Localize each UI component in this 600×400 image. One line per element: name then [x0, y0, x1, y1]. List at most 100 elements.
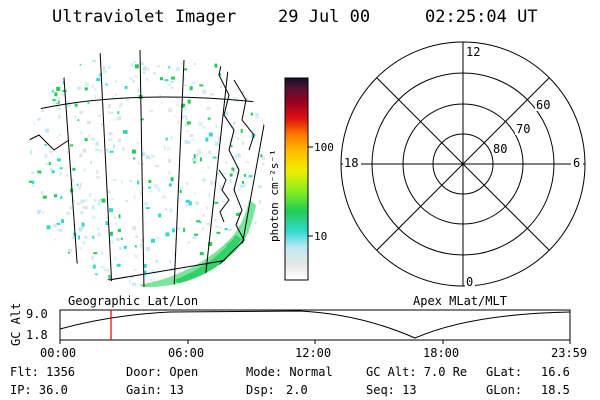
emission-pixel [245, 176, 250, 179]
colorbar: 100 10 photon cm⁻²s⁻¹ [268, 77, 334, 281]
emission-pixel [78, 235, 80, 240]
emission-pixel [85, 199, 88, 202]
emission-pixel [108, 274, 111, 279]
emission-pixel [107, 111, 111, 114]
emission-pixel [113, 256, 117, 261]
emission-pixel [56, 222, 61, 225]
emission-pixel [183, 115, 188, 118]
emission-pixel [176, 102, 179, 107]
gc-altitude: GC Alt: 7.0 Re [366, 365, 468, 379]
emission-pixel [116, 263, 121, 267]
emission-pixel [27, 243, 30, 248]
emission-pixel [235, 222, 239, 226]
emission-pixel [91, 84, 95, 88]
emission-pixel [202, 126, 206, 129]
emission-pixel [111, 198, 115, 201]
time-label: 02:25:04 UT [425, 7, 538, 27]
emission-pixel [120, 237, 123, 240]
emission-pixel [208, 132, 213, 137]
emission-pixel [167, 83, 172, 86]
emission-pixel [254, 221, 257, 226]
emission-pixel [168, 158, 172, 163]
emission-pixel [245, 161, 249, 164]
time-tick-1800: 18:00 [423, 346, 459, 360]
emission-pixel [137, 180, 140, 185]
emission-pixel [107, 268, 109, 273]
emission-pixel [131, 282, 136, 287]
emission-pixel [109, 231, 113, 236]
colorbar-unit-label: photon cm⁻²s⁻¹ [268, 149, 281, 242]
emission-pixel [120, 102, 123, 106]
emission-pixel [205, 222, 210, 225]
emission-pixel [148, 179, 152, 183]
emission-pixel [27, 131, 29, 136]
emission-pixel [152, 183, 156, 187]
emission-pixel [217, 143, 220, 147]
emission-pixel [134, 254, 138, 258]
emission-pixel [72, 178, 74, 183]
glon-label: GLon: [486, 383, 523, 397]
emission-pixel [164, 79, 169, 82]
emission-pixel [45, 70, 50, 74]
emission-pixel [105, 83, 108, 86]
altitude-plot: GC Alt 9.0 1.8 00:00 06:00 12:00 18:00 2… [9, 303, 587, 360]
emission-pixel [67, 251, 70, 254]
emission-pixel [82, 206, 87, 209]
emission-pixel [183, 266, 186, 271]
ip-value: IP: 36.0 [10, 383, 68, 397]
emission-pixel [79, 246, 82, 249]
emission-pixel [216, 275, 220, 279]
emission-pixel [236, 153, 241, 158]
emission-pixel [193, 160, 196, 164]
emission-pixel [123, 130, 126, 134]
glon-value: 18.5 [541, 383, 570, 397]
emission-pixel [255, 113, 259, 118]
emission-pixel [52, 99, 56, 102]
emission-pixel [114, 93, 117, 96]
emission-pixel [184, 106, 188, 111]
emission-pixel [200, 278, 203, 283]
apex-caption: Apex MLat/MLT [413, 294, 507, 308]
emission-pixel [168, 66, 171, 69]
emission-pixel [145, 207, 150, 210]
emission-pixel [223, 172, 228, 175]
emission-pixel [224, 100, 229, 103]
emission-pixel [79, 153, 83, 158]
emission-pixel [170, 177, 174, 182]
emission-pixel [28, 283, 33, 287]
emission-pixel [97, 227, 100, 231]
emission-pixel [255, 83, 259, 88]
emission-pixel [66, 211, 71, 215]
emission-pixel [215, 124, 218, 128]
emission-pixel [248, 231, 252, 235]
emission-pixel [116, 238, 120, 241]
emission-pixel [60, 196, 63, 200]
emission-pixel [32, 181, 35, 184]
emission-pixel [170, 136, 173, 140]
emission-pixel [259, 61, 262, 66]
emission-pixel [92, 264, 96, 269]
emission-pixel [159, 77, 163, 81]
emission-pixel [231, 170, 234, 174]
emission-pixel [46, 225, 51, 230]
emission-pixel [205, 137, 209, 142]
emission-pixel [236, 171, 239, 175]
emission-pixel [134, 245, 137, 248]
emission-pixel [250, 112, 253, 116]
emission-pixel [66, 100, 70, 104]
emission-pixel [192, 158, 196, 162]
emission-pixel [107, 65, 111, 70]
emission-pixel [177, 120, 180, 125]
emission-pixel [118, 138, 121, 143]
colorbar-tick-10: 10 [314, 230, 327, 243]
emission-pixel [237, 137, 240, 140]
sequence-value: Seq: 13 [366, 383, 417, 397]
emission-pixel [58, 107, 61, 111]
emission-pixel [27, 89, 31, 94]
emission-pixel [54, 101, 59, 103]
emission-pixel [219, 186, 224, 191]
emission-pixel [65, 174, 68, 177]
emission-pixel [56, 86, 61, 91]
emission-pixel [187, 99, 191, 104]
emission-pixel [41, 190, 44, 195]
